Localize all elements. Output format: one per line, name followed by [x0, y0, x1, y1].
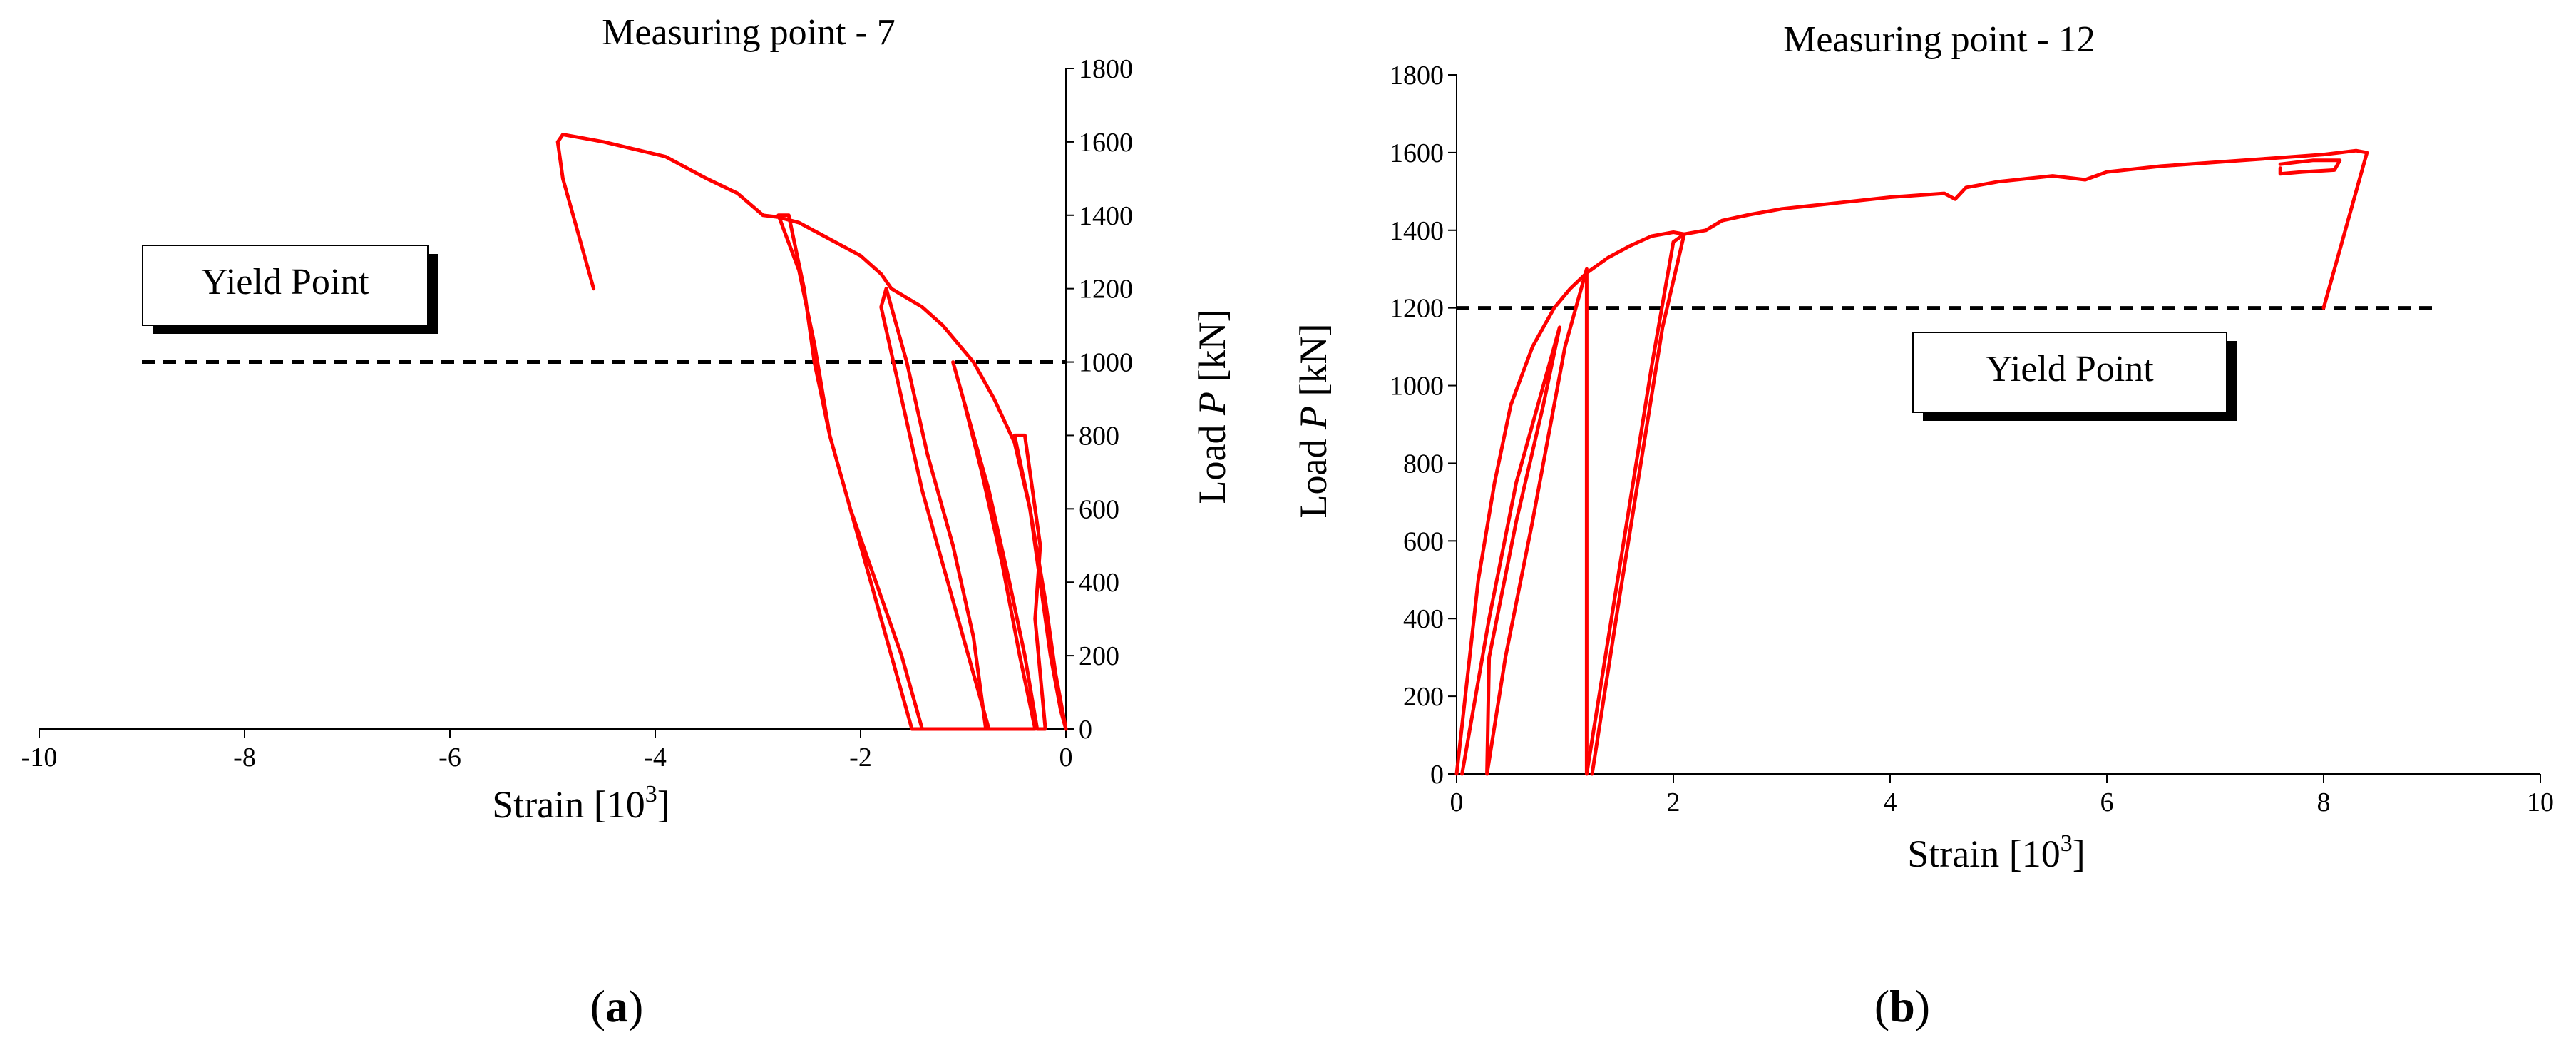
chart-b: Measuring point - 12 0 2 4 6 8 10 0 200 400 600 8… — [1292, 19, 2554, 875]
chart-b-y-tick-label: 600 — [1403, 526, 1444, 556]
chart-b-y-label: Load P [kN] — [1292, 324, 1335, 519]
chart-a-y-tick-label: 0 — [1079, 715, 1092, 745]
chart-a-x-label-sup: 3 — [645, 781, 657, 807]
chart-a-yield-label: Yield Point — [201, 262, 369, 302]
chart-a-y-tick-label: 1800 — [1079, 54, 1133, 84]
chart-b-x-tick-label: 4 — [1884, 788, 1897, 817]
chart-b-y-ticks: 0 200 400 600 800 1000 1200 1400 1600 1800 — [1390, 61, 1457, 790]
chart-a-yield-box: Yield Point — [142, 245, 438, 334]
chart-b-x-tick-label: 2 — [1667, 788, 1680, 817]
chart-a-series — [555, 133, 1068, 731]
chart-a-y-tick-label: 1200 — [1079, 275, 1133, 305]
chart-b-series-line-2 — [2278, 158, 2342, 176]
chart-a-y-tick-label: 1400 — [1079, 201, 1133, 231]
panel-b-caption: (b) — [1874, 981, 1930, 1031]
chart-a-x-tick-label: -10 — [21, 743, 58, 773]
chart-a-y-label: Load P [kN] — [1191, 310, 1233, 504]
chart-b-x-label-main: Strain [10 — [1907, 832, 2060, 875]
chart-a-y-label-italic: P — [1191, 392, 1233, 416]
panel-b-letter: b — [1889, 981, 1915, 1031]
chart-a-y-label-main: Load — [1191, 415, 1233, 504]
chart-b-y-tick-label: 1200 — [1390, 294, 1444, 324]
chart-a-x-tick-label: -4 — [644, 743, 667, 773]
chart-b-x-label-end: ] — [2073, 832, 2085, 875]
chart-a: Measuring point - 7 -10 -8 -6 -4 -2 0 0 200 400… — [21, 12, 1233, 826]
chart-b-x-tick-label: 8 — [2317, 788, 2331, 817]
chart-b-title: Measuring point - 12 — [1783, 19, 2095, 60]
chart-a-x-ticks: -10 -8 -6 -4 -2 0 — [21, 729, 1073, 773]
chart-a-x-label: Strain [103] — [492, 781, 669, 826]
chart-a-x-tick-label: -2 — [849, 743, 872, 773]
chart-a-y-tick-label: 1600 — [1079, 128, 1133, 158]
chart-b-x-ticks: 0 2 4 6 8 10 — [1450, 774, 2554, 817]
chart-a-y-tick-label: 200 — [1079, 641, 1119, 671]
chart-b-x-tick-label: 0 — [1450, 788, 1464, 817]
chart-b-yield-box: Yield Point — [1912, 332, 2237, 421]
chart-b-y-tick-label: 1400 — [1390, 216, 1444, 246]
chart-b-yield-label: Yield Point — [1986, 349, 2154, 389]
chart-a-series-line-1 — [555, 133, 1068, 731]
chart-b-y-label-main: Load — [1292, 429, 1335, 518]
panel-a-caption: (a) — [590, 981, 644, 1031]
panel-a-letter: a — [605, 981, 628, 1031]
chart-a-x-tick-label: -6 — [438, 743, 461, 773]
chart-a-y-ticks: 0 200 400 600 800 1000 1200 1400 1600 1800 — [1066, 54, 1133, 745]
chart-a-y-tick-label: 1000 — [1079, 348, 1133, 378]
chart-b-series — [1454, 148, 2369, 776]
chart-b-y-tick-label: 1000 — [1390, 372, 1444, 402]
chart-b-x-tick-label: 10 — [2527, 788, 2554, 817]
chart-b-y-label-italic: P — [1292, 406, 1335, 430]
chart-b-series-line-0 — [1454, 148, 2369, 776]
chart-b-y-tick-label: 200 — [1403, 682, 1444, 712]
chart-a-y-label-end: [kN] — [1191, 310, 1233, 392]
chart-b-y-label-end: [kN] — [1292, 324, 1335, 406]
chart-a-x-tick-label: -8 — [233, 743, 256, 773]
chart-a-x-label-end: ] — [657, 783, 670, 826]
chart-a-series-line-0 — [776, 213, 1068, 731]
chart-b-y-tick-label: 1600 — [1390, 138, 1444, 168]
chart-b-x-tick-label: 6 — [2100, 788, 2114, 817]
chart-a-title: Measuring point - 7 — [602, 12, 896, 53]
chart-a-x-tick-label: 0 — [1059, 743, 1073, 773]
chart-a-y-tick-label: 800 — [1079, 421, 1119, 451]
chart-b-x-label: Strain [103] — [1907, 830, 2085, 875]
chart-b-y-tick-label: 1800 — [1390, 61, 1444, 91]
chart-b-y-tick-label: 800 — [1403, 449, 1444, 479]
chart-b-y-tick-label: 400 — [1403, 604, 1444, 634]
chart-b-x-label-sup: 3 — [2061, 830, 2073, 857]
chart-a-y-tick-label: 600 — [1079, 494, 1119, 524]
chart-b-y-tick-label: 0 — [1430, 760, 1444, 790]
chart-b-series-line-1 — [1460, 232, 1686, 776]
chart-a-y-tick-label: 400 — [1079, 568, 1119, 598]
chart-a-x-label-main: Strain [10 — [492, 783, 645, 826]
